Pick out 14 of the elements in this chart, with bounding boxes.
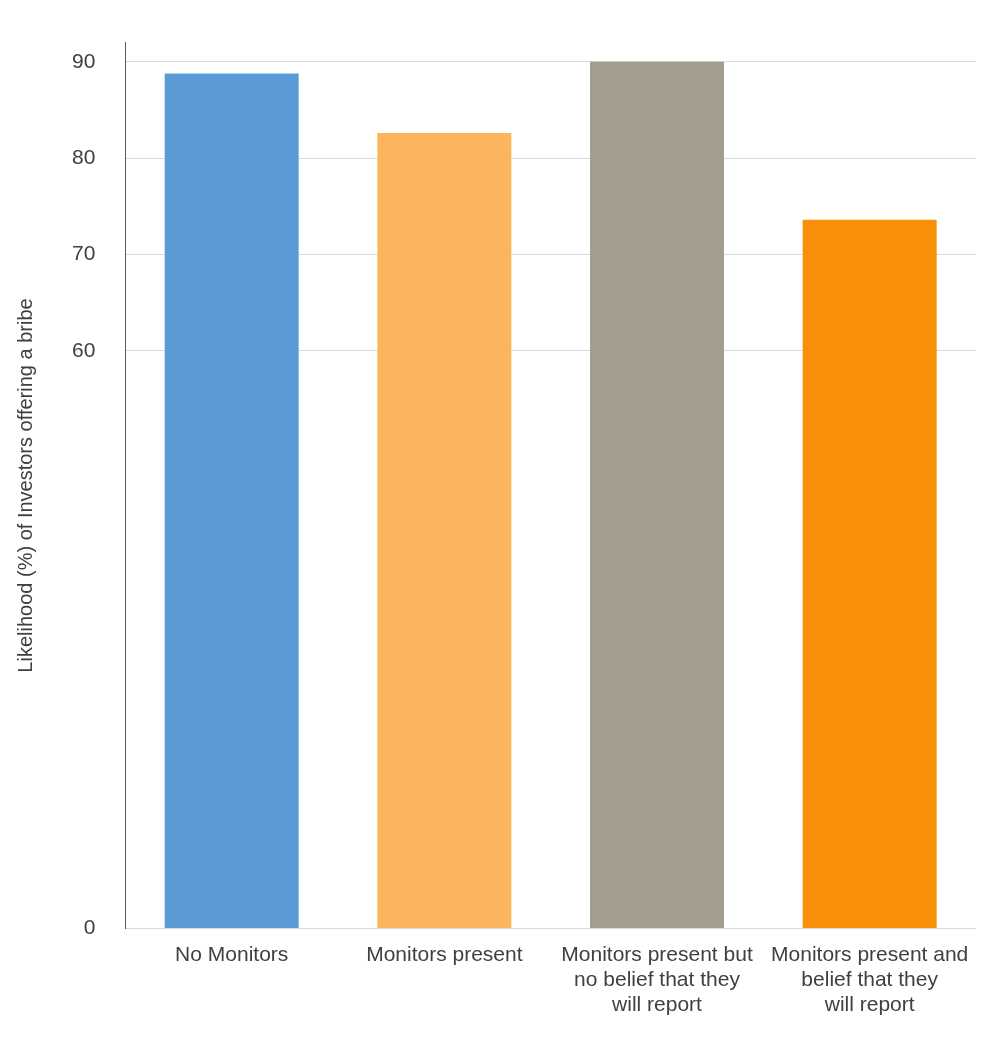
x-tick-label: No Monitors	[175, 941, 289, 965]
y-axis-title: Likelihood (%) of Investors offering a bribe	[13, 298, 36, 673]
x-tick-label: Monitors present	[366, 941, 523, 965]
bar	[802, 219, 937, 928]
y-tick-label: 80	[72, 144, 96, 168]
x-tick-label: Monitors present but no belief that they will report	[561, 941, 753, 1016]
y-tick-label: 70	[72, 241, 96, 265]
x-tick-label: Monitors present and belief that they will report	[771, 941, 969, 1016]
y-tick-label: 90	[72, 48, 96, 72]
bar	[377, 133, 512, 928]
y-tick-label: 60	[72, 337, 96, 361]
bar	[590, 61, 724, 928]
y-tick-label: 0	[83, 915, 96, 939]
bar	[164, 73, 299, 928]
